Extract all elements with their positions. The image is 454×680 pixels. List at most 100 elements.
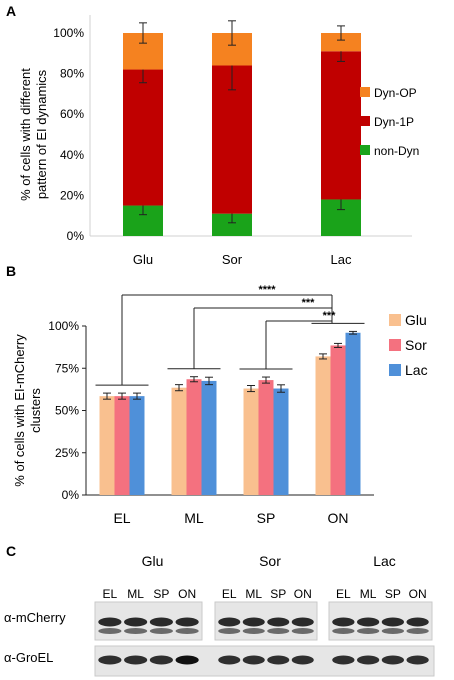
y-tick-label: 0% [62,488,80,502]
panel-b-grouped-chart: 0% 25% 50% 75% 100% % of cells with EI-mCherr… [12,284,428,526]
bar-segment [212,213,252,236]
blot-band [175,628,199,634]
blot-band [406,655,429,665]
legend-swatch [389,364,401,376]
y-tick-label: 25% [55,446,79,460]
legend-label: Dyn-1P [374,115,414,129]
blot-lane-label: ON [409,587,427,601]
blot-band [218,617,241,627]
blot-band [267,628,290,634]
bar [258,380,274,495]
bar [201,380,217,495]
legend-label: Sor [405,337,427,353]
legend-swatch [360,116,370,126]
blot-band [124,628,148,634]
blot-band [381,617,405,627]
blot-band [218,628,241,634]
x-tick-label: Sor [222,252,243,267]
bar-segment [321,51,361,200]
y-axis-title-line: pattern of EI dynamics [34,69,49,199]
bar [273,388,289,495]
blot-band [149,655,173,665]
blot-band [149,628,173,634]
significance-stars: *** [323,310,337,322]
bar-segment [123,69,163,206]
blot-band [291,628,314,634]
y-axis-title: % of cells with EI-mCherryclusters [12,334,43,487]
panel-b-label: B [6,263,16,279]
x-tick-label: SP [257,510,276,526]
blot-lane-label: SP [153,587,169,601]
significance-stars: **** [258,284,276,296]
blot-band [98,655,122,665]
y-tick-label: 75% [55,361,79,375]
blot-band [267,655,290,665]
blot-band [175,617,199,627]
blot-group-label: Sor [259,553,281,569]
blot-band [267,617,290,627]
y-tick-label: 0% [67,229,85,243]
blot-band [332,628,355,634]
y-tick-label: 40% [60,148,84,162]
y-tick-label: 100% [48,319,79,333]
legend-label: non-Dyn [374,144,419,158]
blot-band [356,617,380,627]
x-tick-label: EL [113,510,130,526]
legend-label: Glu [405,312,427,328]
blot-band [98,628,122,634]
blot-band [242,617,265,627]
legend-label: Lac [405,362,428,378]
blot-lane-label: ON [294,587,312,601]
bar [186,379,202,495]
bar [345,332,361,495]
blot-band [242,628,265,634]
bar [171,387,187,495]
blot-lane-label: EL [103,587,118,601]
blot-band [242,655,265,665]
x-tick-label: ON [328,510,349,526]
legend-swatch [389,314,401,326]
blot-band [332,655,355,665]
blot-group-label: Lac [373,553,396,569]
y-axis-title-line: % of cells with different [18,68,33,201]
blot-band [381,655,405,665]
blot-band [291,617,314,627]
blot-band [356,628,380,634]
blot-row-label: α-GroEL [4,650,53,665]
blot-lane-label: ML [127,587,144,601]
blot-band [332,617,355,627]
x-tick-label: ML [184,510,204,526]
bar [99,396,115,495]
blot-lane-label: ML [245,587,262,601]
bar [243,388,259,495]
y-tick-label: 80% [60,67,84,81]
y-tick-label: 50% [55,404,79,418]
panel-c-western-blot: Glu EL ML SP ON Sor EL ML SP ON Lac EL ML SP ON α-mCher… [4,553,435,677]
blot-lane-label: SP [270,587,286,601]
y-axis-title-line: % of cells with EI-mCherry [12,334,27,487]
legend-swatch [360,87,370,97]
blot-band [406,628,429,634]
panel-c-label: C [6,543,16,559]
y-axis-title: % of cells with differentpattern of EI d… [18,68,49,201]
legend-label: Dyn-OP [374,86,417,100]
legend-swatch [360,145,370,155]
bar [129,396,145,495]
x-tick-label: Glu [133,252,153,267]
y-tick-label: 60% [60,107,84,121]
blot-lane-label: EL [222,587,237,601]
blot-band [149,617,173,627]
bar-segment [321,33,361,52]
blot-band [381,628,405,634]
blot-band [175,655,199,665]
legend-swatch [389,339,401,351]
y-tick-label: 20% [60,188,84,202]
blot-row-label: α-mCherry [4,610,66,625]
blot-lane-label: ON [178,587,196,601]
blot-band [218,655,241,665]
bar [315,356,331,495]
y-tick-label: 100% [53,26,84,40]
blot-lane-label: ML [360,587,377,601]
blot-band [356,655,380,665]
